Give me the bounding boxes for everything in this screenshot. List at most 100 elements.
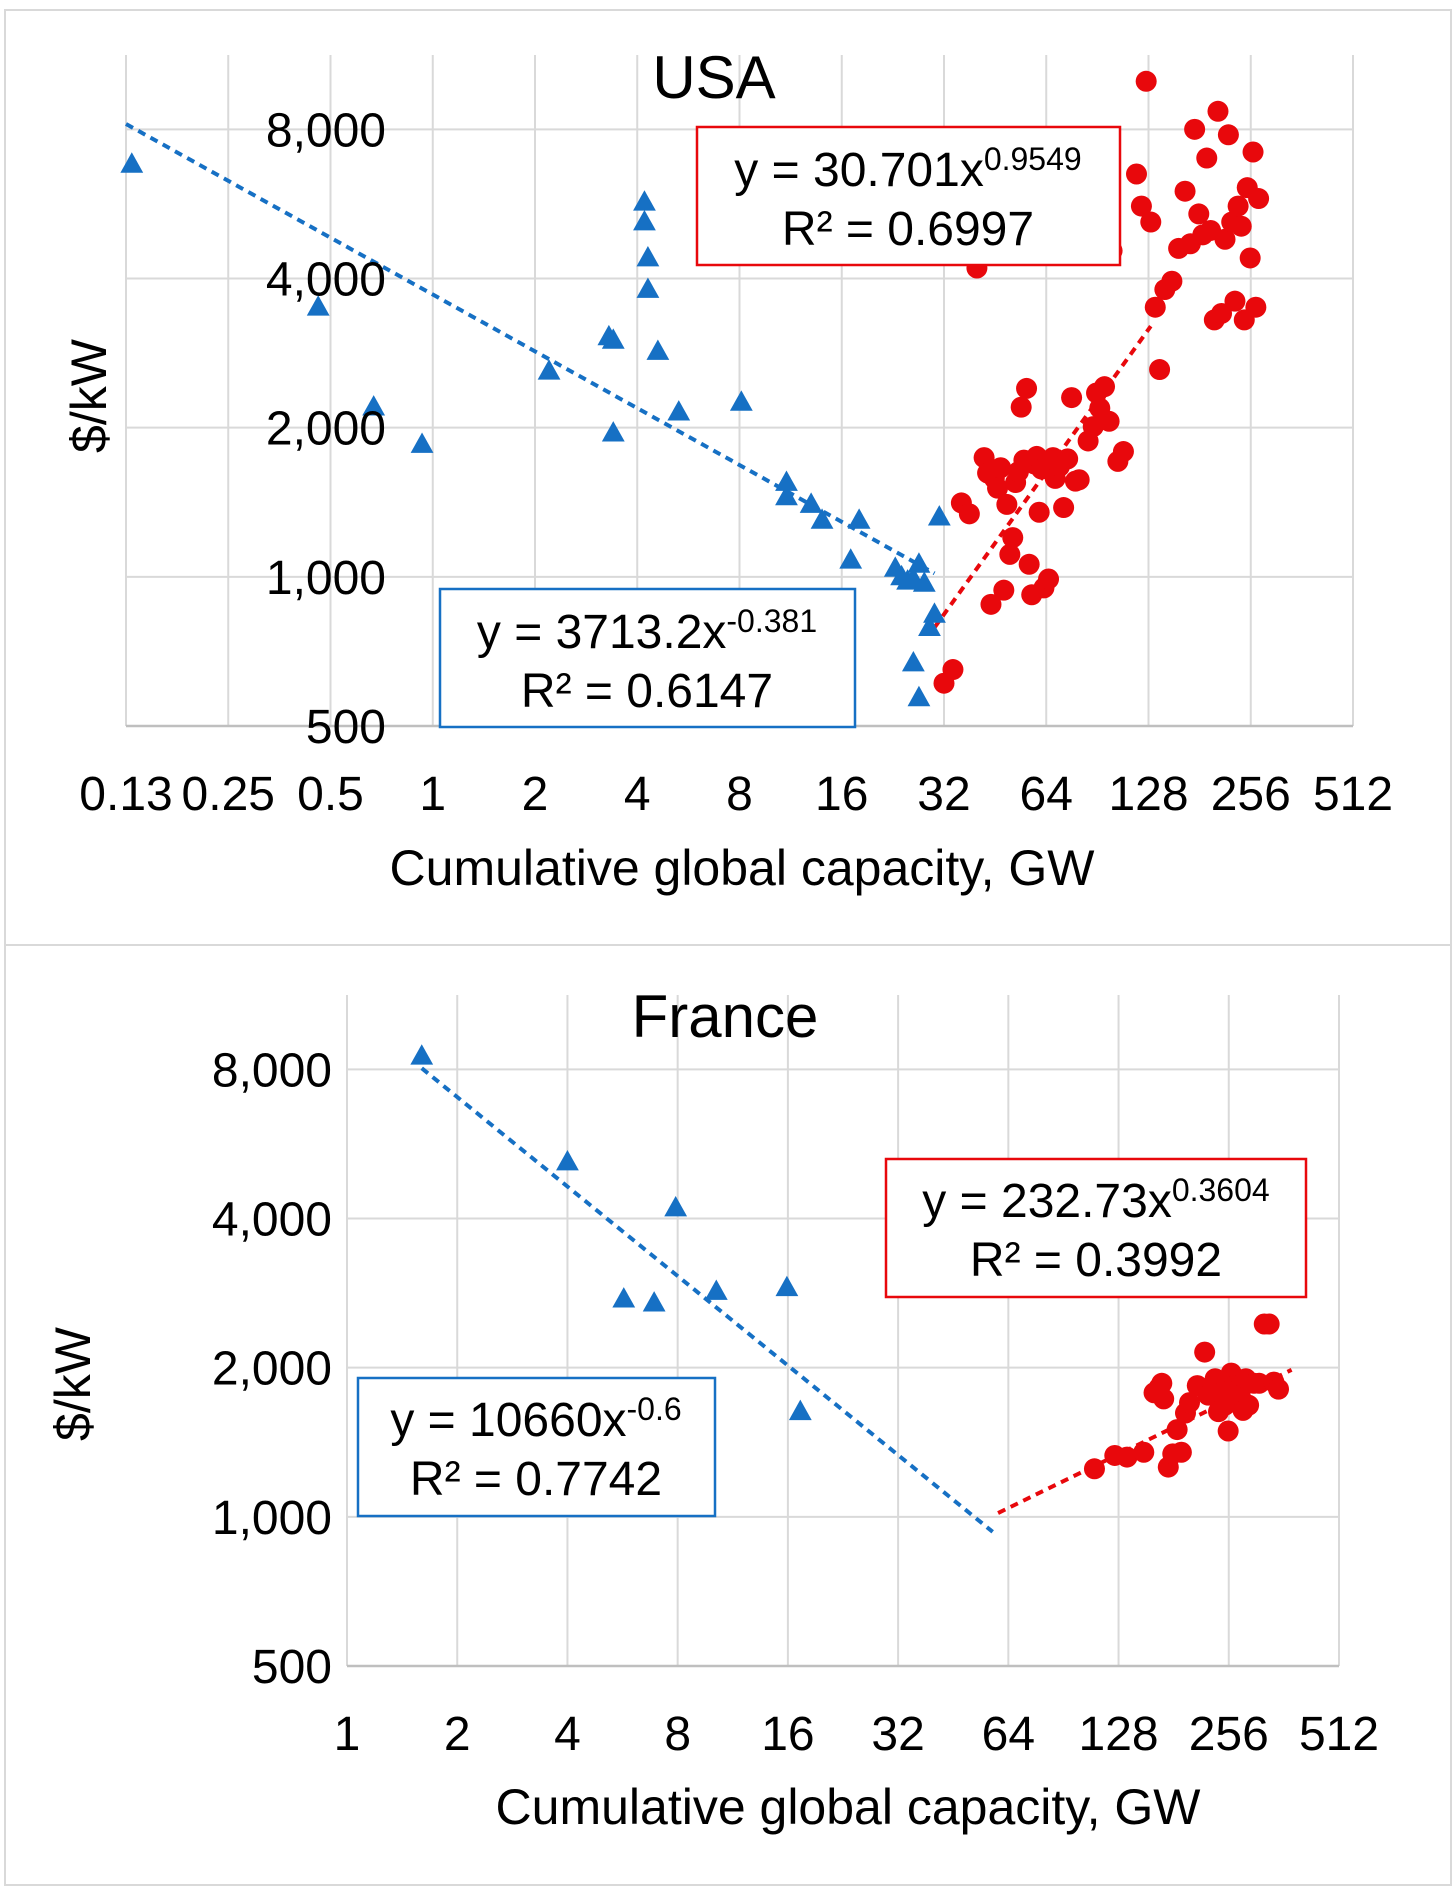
usa-triangle-point — [901, 651, 925, 672]
usa-late-fit-r2: R² = 0.6997 — [782, 203, 1034, 256]
usa-circle-point — [1053, 497, 1075, 519]
france-circle-point — [1151, 1372, 1173, 1394]
france-x-tick-label: 512 — [1299, 1708, 1379, 1761]
usa-x-tick-label: 32 — [917, 768, 970, 821]
france-early-fit-annotation: y = 10660x-0.6 R² = 0.7742 — [356, 1376, 717, 1518]
usa-circle-point — [1010, 396, 1032, 418]
france-circle-point — [1238, 1394, 1260, 1416]
usa-triangle-point — [667, 400, 691, 421]
france-trendline-early — [420, 1066, 994, 1534]
usa-x-tick-label: 128 — [1108, 768, 1188, 821]
usa-circle-point — [1038, 568, 1060, 590]
usa-circle-point — [1016, 377, 1038, 399]
usa-data-points — [120, 70, 1270, 707]
usa-triangle-point — [636, 245, 660, 267]
france-x-tick-label: 4 — [554, 1708, 581, 1761]
usa-triangle-point — [912, 571, 936, 592]
usa-circle-point — [1112, 441, 1134, 463]
usa-circle-point — [1135, 70, 1157, 92]
france-triangle-point — [642, 1291, 666, 1312]
france-late-fit-equation: y = 232.73x0.3604 — [922, 1172, 1269, 1228]
france-triangle-point — [612, 1287, 636, 1308]
usa-circle-point — [1217, 124, 1239, 146]
usa-x-tick-label: 64 — [1020, 768, 1073, 821]
usa-x-tick-label: 2 — [522, 768, 549, 821]
france-y-tick-label: 8,000 — [212, 1044, 332, 1097]
usa-x-tick-label: 0.25 — [182, 768, 275, 821]
usa-circle-point — [1061, 387, 1083, 409]
france-late-fit-annotation: y = 232.73x0.3604 R² = 0.3992 — [884, 1157, 1308, 1299]
usa-x-tick-label: 16 — [815, 768, 868, 821]
usa-circle-point — [1224, 290, 1246, 312]
usa-x-tick-label: 256 — [1211, 768, 1291, 821]
france-early-fit-equation: y = 10660x-0.6 — [390, 1391, 681, 1447]
usa-late-fit-equation: y = 30.701x0.9549 — [734, 141, 1081, 197]
france-x-tick-label: 1 — [334, 1708, 361, 1761]
usa-triangle-point — [775, 470, 798, 491]
usa-triangle-point — [633, 190, 656, 211]
usa-circle-point — [1245, 296, 1267, 318]
usa-triangle-point — [729, 390, 753, 411]
usa-circle-point — [990, 457, 1012, 479]
usa-early-fit-r2: R² = 0.6147 — [521, 665, 773, 718]
usa-circle-point — [1098, 410, 1120, 432]
usa-circle-point — [1214, 228, 1236, 250]
france-x-tick-label: 128 — [1079, 1708, 1159, 1761]
france-y-tick-label: 500 — [252, 1641, 332, 1694]
usa-early-fit-box — [438, 587, 857, 729]
usa-triangle-point — [306, 295, 330, 316]
france-circle-point — [1268, 1378, 1290, 1400]
usa-x-tick-label: 0.13 — [79, 768, 172, 821]
france-panel-border — [4, 944, 1452, 1886]
usa-x-tick-label: 512 — [1313, 768, 1393, 821]
france-circle-point — [1133, 1441, 1155, 1463]
usa-triangle-point — [633, 210, 656, 231]
usa-circle-point — [1144, 296, 1166, 318]
usa-circle-point — [1161, 270, 1183, 292]
usa-late-fit-annotation: y = 30.701x0.9549 R² = 0.6997 — [695, 125, 1122, 267]
usa-triangle-point — [799, 492, 823, 513]
usa-x-axis-label: Cumulative global capacity, GW — [390, 840, 1096, 896]
usa-circle-point — [1207, 100, 1229, 122]
usa-early-fit-annotation: y = 3713.2x-0.381 R² = 0.6147 — [438, 587, 857, 729]
france-circle-point — [1179, 1392, 1201, 1414]
france-chart-title: France — [632, 983, 819, 1050]
usa-circle-point — [1211, 302, 1233, 324]
france-x-tick-label: 8 — [664, 1708, 691, 1761]
france-early-fit-r2: R² = 0.7742 — [410, 1453, 662, 1506]
usa-circle-point — [1248, 188, 1270, 210]
usa-y-tick-label: 8,000 — [266, 104, 386, 157]
usa-circle-point — [1242, 141, 1264, 163]
france-y-axis-label: $/kW — [45, 1326, 101, 1441]
usa-circle-point — [942, 659, 964, 681]
usa-circle-point — [1018, 553, 1040, 575]
france-y-tick-labels: 500 1,000 2,000 4,000 8,000 — [212, 1044, 332, 1694]
usa-triangle-point — [923, 602, 946, 623]
usa-early-fit-equation: y = 3713.2x-0.381 — [477, 603, 817, 659]
usa-chart: 0.13 0.25 0.5 1 2 4 8 16 32 64 128 256 512 500 1,000 2… — [61, 44, 1393, 896]
usa-y-tick-label: 2,000 — [266, 403, 386, 456]
usa-circle-point — [999, 543, 1021, 565]
france-circle-point — [1217, 1420, 1239, 1442]
france-x-tick-label: 16 — [761, 1708, 814, 1761]
france-triangle-point — [410, 1044, 434, 1065]
france-grid — [346, 995, 1340, 1667]
france-circle-point — [1153, 1388, 1175, 1410]
france-triangle-point — [788, 1399, 812, 1421]
usa-circle-point — [1140, 211, 1162, 233]
france-x-tick-labels: 1 2 4 8 16 32 64 128 256 512 — [334, 1708, 1379, 1761]
usa-circle-point — [1184, 118, 1206, 140]
usa-circle-point — [1057, 448, 1079, 470]
usa-triangle-point — [907, 685, 931, 707]
usa-circle-point — [996, 493, 1018, 515]
usa-triangle-point — [120, 152, 144, 173]
france-x-tick-label: 64 — [982, 1708, 1035, 1761]
france-triangle-point — [775, 1275, 799, 1297]
usa-circle-point — [1174, 180, 1196, 202]
usa-y-tick-labels: 500 1,000 2,000 4,000 8,000 — [266, 104, 386, 754]
france-triangle-point — [704, 1279, 728, 1300]
usa-circle-point — [1227, 195, 1249, 217]
france-circle-point — [1083, 1458, 1105, 1480]
usa-circle-point — [993, 579, 1015, 601]
